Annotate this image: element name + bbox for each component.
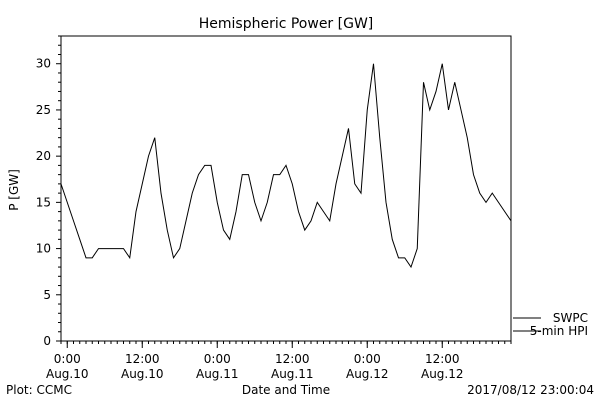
plot-frame (60, 35, 512, 342)
y-tick-label-20: 20 (36, 149, 51, 163)
y-tick-label-10: 10 (36, 242, 51, 256)
footer-credit: Plot: CCMC (6, 383, 72, 397)
series-line-0 (60, 63, 512, 269)
y-tick-label-5: 5 (43, 288, 51, 302)
x-tick-label-date-1: Aug.10 (121, 367, 164, 381)
y-tick-label-25: 25 (36, 103, 51, 117)
y-tick-label-15: 15 (36, 195, 51, 209)
x-tick-label-time-4: 0:00 (354, 352, 381, 366)
x-tick-label-date-3: Aug.11 (271, 367, 314, 381)
x-tick-label-date-5: Aug.12 (421, 367, 464, 381)
y-tick-label-0: 0 (43, 334, 51, 348)
x-tick-label-time-3: 12:00 (275, 352, 310, 366)
footer-timestamp: 2017/08/12 23:00:04 (467, 383, 594, 397)
chart-title: Hemispheric Power [GW] (199, 16, 374, 32)
legend-label-0: SWPC (553, 311, 588, 325)
x-tick-label-time-0: 0:00 (54, 352, 81, 366)
x-tick-label-time-2: 0:00 (204, 352, 231, 366)
x-tick-label-time-1: 12:00 (125, 352, 160, 366)
series-layer (60, 63, 512, 269)
x-tick-label-date-0: Aug.10 (46, 367, 89, 381)
y-axis-label: P [GW] (7, 169, 21, 211)
legend-label-1: 5-min HPI (530, 324, 588, 338)
x-axis-label: Date and Time (242, 383, 330, 397)
axes-layer: 0510152025300:00Aug.1012:00Aug.100:00Aug… (36, 35, 512, 381)
x-tick-label-time-5: 12:00 (425, 352, 460, 366)
x-tick-label-date-4: Aug.12 (346, 367, 389, 381)
x-tick-label-date-2: Aug.11 (196, 367, 239, 381)
y-tick-label-30: 30 (36, 57, 51, 71)
